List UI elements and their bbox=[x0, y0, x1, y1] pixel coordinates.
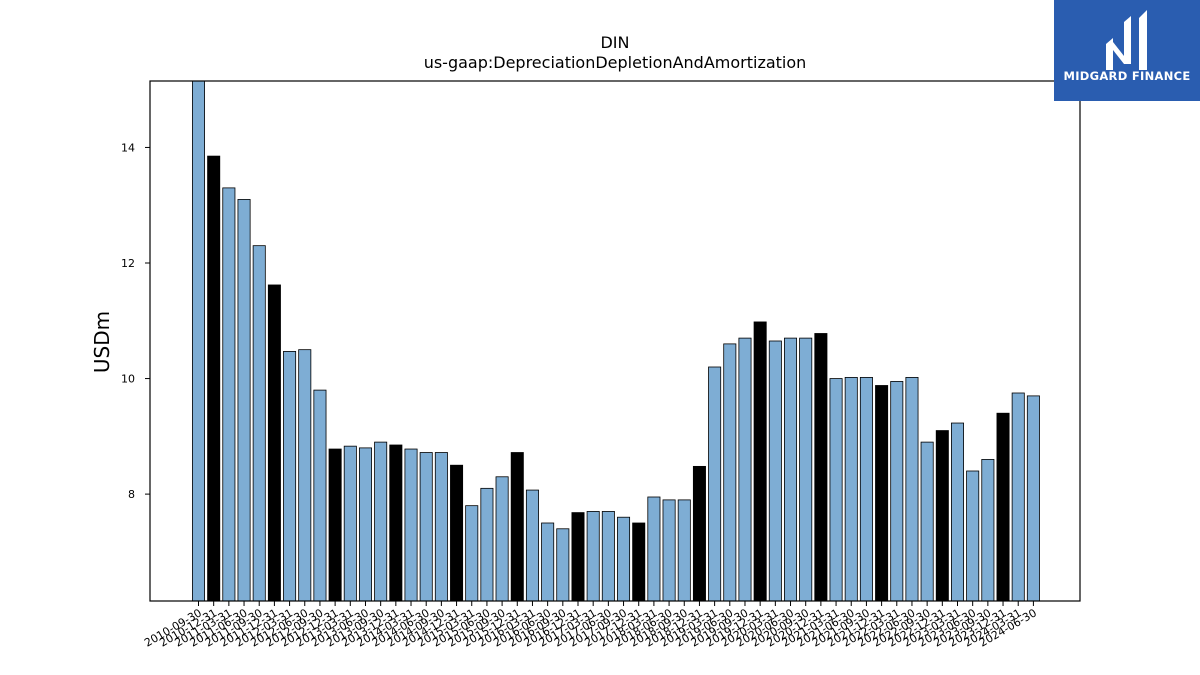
bar-2016-12-31 bbox=[571, 512, 585, 602]
bar-2019-03-31 bbox=[708, 366, 722, 602]
bar-2012-03-31 bbox=[283, 350, 297, 602]
bar-2013-06-30 bbox=[358, 447, 372, 602]
y-tick-label: 10 bbox=[121, 373, 135, 386]
bar-2021-12-31 bbox=[875, 385, 889, 602]
bar-2020-12-31 bbox=[814, 333, 828, 602]
bar-2018-09-30 bbox=[677, 499, 691, 602]
bar-2014-03-31 bbox=[404, 448, 418, 602]
bar-2015-09-30 bbox=[495, 476, 509, 602]
bar-2022-12-31 bbox=[935, 430, 949, 602]
chart-subtitle: us-gaap:DepreciationDepletionAndAmortiza… bbox=[424, 53, 807, 72]
bar-2023-06-30 bbox=[966, 470, 980, 602]
bar-2013-12-31 bbox=[389, 444, 403, 602]
bar-2022-03-31 bbox=[890, 381, 904, 602]
bar-2023-09-30 bbox=[981, 459, 995, 602]
bar-2021-03-31 bbox=[829, 378, 843, 602]
brand-badge: MIDGARD FINANCE bbox=[1054, 0, 1200, 101]
bar-2015-03-31 bbox=[465, 505, 479, 602]
bar-2020-09-30 bbox=[799, 337, 813, 602]
bar-2016-03-31 bbox=[525, 489, 539, 602]
bar-2011-03-31 bbox=[222, 187, 236, 602]
bar-2010-09-30 bbox=[191, 80, 205, 602]
bar-2012-06-30 bbox=[298, 349, 312, 602]
bar-2013-03-31 bbox=[343, 445, 357, 602]
bar-2017-09-30 bbox=[617, 516, 631, 602]
y-axis-ticks: 8 10 12 14 bbox=[121, 141, 150, 501]
bar-2021-06-30 bbox=[844, 376, 858, 602]
bar-2012-09-30 bbox=[313, 389, 327, 602]
bar-2020-03-31 bbox=[768, 340, 782, 602]
y-tick-label: 12 bbox=[121, 257, 135, 270]
bar-2023-12-31 bbox=[996, 412, 1010, 602]
bar-2015-12-31 bbox=[510, 452, 524, 602]
bar-2019-09-30 bbox=[738, 337, 752, 602]
bar-2014-12-31 bbox=[450, 464, 464, 602]
chart-title: DIN bbox=[600, 33, 629, 52]
bar-2024-03-31 bbox=[1011, 392, 1025, 602]
brand-name: MIDGARD FINANCE bbox=[1063, 69, 1190, 83]
bar-2017-03-31 bbox=[586, 511, 600, 602]
y-tick-label: 14 bbox=[121, 141, 135, 154]
bar-2013-09-30 bbox=[374, 441, 388, 602]
bar-2016-06-30 bbox=[541, 522, 555, 602]
bar-2014-06-30 bbox=[419, 452, 433, 602]
y-axis-label: USDm bbox=[90, 311, 114, 373]
bar-2019-12-31 bbox=[753, 321, 767, 602]
bar-2011-12-31 bbox=[267, 284, 281, 602]
bar-2014-09-30 bbox=[434, 452, 448, 602]
bar-2018-12-31 bbox=[692, 465, 706, 602]
bar-2021-09-30 bbox=[859, 376, 873, 602]
bar-2020-06-30 bbox=[784, 337, 798, 602]
bar-2018-06-30 bbox=[662, 499, 676, 602]
bar-2012-12-31 bbox=[328, 448, 342, 602]
bar-2016-09-30 bbox=[556, 528, 570, 602]
bar-2022-06-30 bbox=[905, 376, 919, 602]
bar-2022-09-30 bbox=[920, 441, 934, 602]
bar-2017-06-30 bbox=[601, 511, 615, 602]
bar-2010-12-31 bbox=[207, 155, 221, 602]
bar-2011-06-30 bbox=[237, 199, 251, 602]
x-axis-ticks: 2010-09-302010-12-312011-03-312011-06-30… bbox=[142, 601, 1039, 650]
bar-2015-06-30 bbox=[480, 487, 494, 602]
bar-2011-09-30 bbox=[252, 245, 266, 602]
bar-2018-03-31 bbox=[647, 496, 661, 602]
midgard-logo-icon bbox=[1106, 10, 1147, 70]
plot-area-frame bbox=[149, 80, 1081, 602]
y-tick-label: 8 bbox=[128, 488, 135, 501]
bar-2017-12-31 bbox=[632, 522, 646, 602]
bar-2019-06-30 bbox=[723, 343, 737, 602]
bar-2023-03-31 bbox=[951, 422, 965, 602]
bar-2024-06-30 bbox=[1026, 395, 1040, 602]
bars-group bbox=[191, 80, 1040, 602]
